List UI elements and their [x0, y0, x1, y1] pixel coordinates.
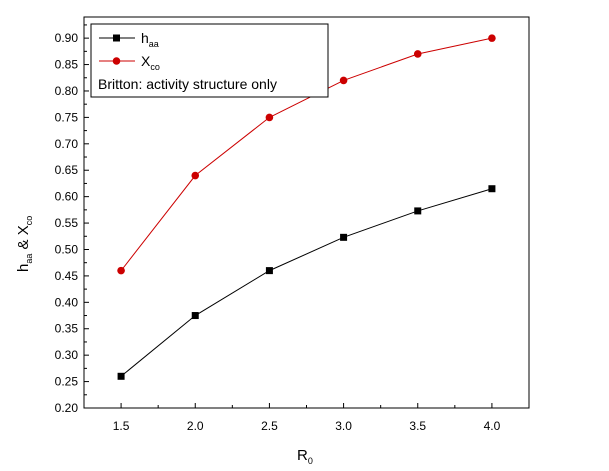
y-axis-title: haa & Xco — [15, 216, 34, 272]
data-point-series-1 — [191, 312, 199, 320]
chart-annotation: Britton: activity structure only — [98, 76, 277, 92]
x-tick-label: 4.0 — [484, 419, 501, 433]
data-point-series-1 — [117, 372, 125, 380]
x-tick-label: 1.5 — [113, 419, 130, 433]
data-point-series-1 — [414, 207, 422, 215]
legend-marker-series-2 — [112, 57, 121, 65]
data-point-series-1 — [265, 267, 273, 275]
data-point-series-2 — [488, 34, 496, 42]
y-tick-label: 0.85 — [55, 58, 79, 72]
legend-label-series-2: Xco — [141, 53, 160, 72]
x-tick-label: 2.5 — [261, 419, 278, 433]
y-tick-label: 0.70 — [55, 137, 79, 151]
y-tick-label: 0.60 — [55, 190, 79, 204]
y-tick-label: 0.80 — [55, 84, 79, 98]
x-tick-label: 2.0 — [187, 419, 204, 433]
legend: haa Xco Britton: activity structure only — [90, 23, 329, 98]
x-tick-label: 3.5 — [409, 419, 426, 433]
y-tick-label: 0.75 — [55, 110, 79, 124]
axes-group: 0.20 0.25 0.30 0.35 0.40 0.45 0.50 0.55 0.60 0.65… — [55, 16, 530, 433]
data-point-series-2 — [191, 171, 200, 180]
y-tick-label: 0.55 — [55, 216, 79, 230]
y-tick-label: 0.90 — [55, 31, 79, 45]
y-tick-label: 0.50 — [55, 242, 79, 256]
data-point-series-1 — [488, 185, 496, 193]
y-tick-label: 0.25 — [55, 375, 79, 389]
legend-marker-series-1 — [113, 34, 120, 42]
y-tick-label: 0.30 — [55, 348, 79, 362]
y-tick-label: 0.45 — [55, 269, 79, 283]
data-point-series-2 — [339, 76, 348, 85]
y-tick-label: 0.35 — [55, 322, 79, 336]
series-line-1 — [120, 188, 493, 377]
legend-label-series-1: haa — [141, 30, 159, 49]
y-tick-label: 0.20 — [55, 401, 79, 415]
y-tick-label: 0.40 — [55, 295, 79, 309]
y-tick-label: 0.65 — [55, 163, 79, 177]
series-line-2 — [120, 37, 493, 271]
x-axis-title: R0 — [297, 447, 313, 466]
data-point-series-2 — [265, 113, 274, 122]
series-layer — [117, 34, 496, 380]
data-point-series-1 — [340, 233, 348, 241]
x-tick-label: 3.0 — [335, 419, 352, 433]
data-point-series-2 — [413, 50, 422, 58]
data-point-series-2 — [117, 266, 125, 275]
